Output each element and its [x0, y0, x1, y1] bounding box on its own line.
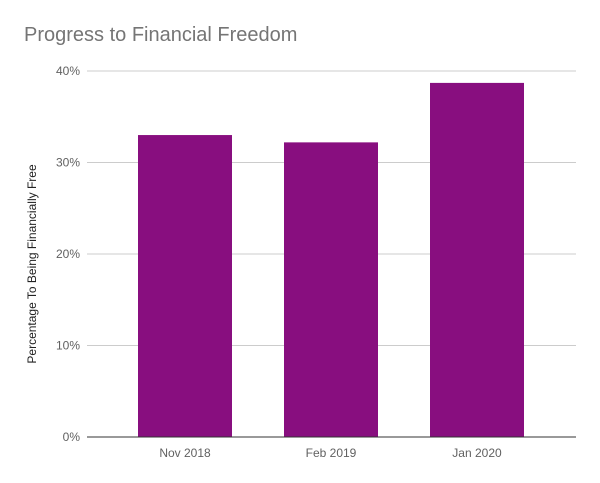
y-tick-label: 0% — [63, 430, 81, 444]
y-tick-label: 40% — [56, 64, 80, 78]
y-axis-label: Percentage To Being Financially Free — [25, 164, 39, 364]
bar — [284, 142, 378, 437]
y-axis-ticks: 0% 10% 20% 30% 40% — [56, 64, 80, 444]
chart-title: Progress to Financial Freedom — [24, 24, 298, 46]
y-tick-label: 30% — [56, 156, 80, 170]
x-tick-label: Feb 2019 — [306, 446, 357, 460]
y-tick-label: 20% — [56, 247, 80, 261]
y-tick-label: 10% — [56, 339, 80, 353]
x-axis-ticks: Nov 2018 Feb 2019 Jan 2020 — [159, 446, 502, 460]
x-tick-label: Jan 2020 — [452, 446, 502, 460]
bars — [138, 82, 524, 438]
x-tick-label: Nov 2018 — [159, 446, 211, 460]
bar — [138, 135, 232, 438]
bar — [430, 82, 524, 438]
